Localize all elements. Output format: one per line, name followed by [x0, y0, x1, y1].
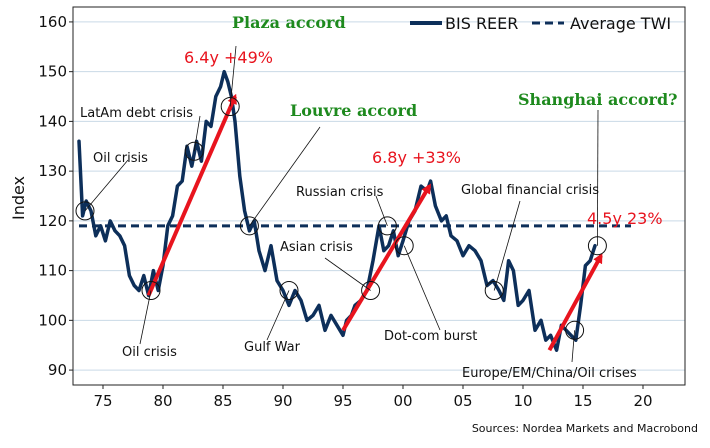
leader-line: [597, 109, 599, 246]
x-tick-label: 80: [153, 392, 172, 410]
x-tick-label: 95: [333, 392, 352, 410]
leader-line: [266, 290, 290, 341]
arrow-label-2: 6.8y +33%: [372, 148, 461, 167]
event-circle: [377, 216, 397, 236]
legend: BIS REER Average TWI: [410, 14, 671, 33]
leader-lines: [84, 45, 599, 363]
x-tick-label: 05: [453, 392, 472, 410]
oil-crisis-1-label: Oil crisis: [93, 151, 148, 166]
bis-reer-line: [77, 69, 597, 352]
bis-reer-series: [77, 69, 597, 352]
x-tick-label: 20: [633, 392, 652, 410]
event-circles: [75, 96, 607, 340]
plot-frame: [72, 6, 686, 386]
event-circle: [279, 281, 299, 300]
event-circle: [220, 96, 240, 116]
x-tick-label: 00: [393, 392, 412, 410]
event-circle: [484, 281, 504, 300]
y-tick-label: 90: [48, 361, 67, 379]
y-tick-label: 160: [38, 13, 67, 31]
x-tick-label: 90: [273, 392, 292, 410]
x-tick-label: 75: [93, 392, 112, 410]
event-circle: [361, 281, 381, 300]
leader-line: [193, 115, 201, 152]
russian-crisis-label: Russian crisis: [296, 185, 384, 200]
x-ticks: 75 80 85 90 95 00 05 10 15 20: [93, 385, 653, 410]
source-note: Sources: Nordea Markets and Macrobond: [472, 422, 698, 435]
global-financial-crisis-label: Global financial crisis: [461, 183, 599, 198]
latam-debt-crisis-label: LatAm debt crisis: [80, 106, 193, 121]
red-arrow-3: [547, 253, 603, 352]
leader-line: [571, 330, 575, 363]
y-tick-label: 110: [38, 262, 67, 280]
event-circle: [239, 216, 259, 236]
x-tick-label: 15: [573, 392, 592, 410]
louvre-accord-label: Louvre accord: [290, 101, 417, 120]
y-tick-label: 100: [38, 311, 67, 329]
leader-line: [249, 126, 321, 227]
leader-line: [84, 159, 129, 212]
shanghai-accord-label: Shanghai accord?: [518, 90, 678, 109]
event-circle: [394, 236, 414, 256]
red-arrow-2: [341, 183, 432, 332]
arrow-label-1: 6.4y +49%: [184, 48, 273, 67]
y-tick-label: 140: [38, 112, 67, 130]
leader-line: [139, 290, 152, 345]
y-axis-label: Index: [9, 176, 28, 220]
dot-com-burst-label: Dot-com burst: [384, 329, 477, 344]
event-circle: [141, 281, 161, 300]
event-circle: [75, 201, 95, 221]
x-tick-label: 85: [213, 392, 232, 410]
legend-twi-label: Average TWI: [570, 14, 671, 33]
arrow-label-3: 4.5y 23%: [587, 209, 663, 228]
leader-line: [493, 200, 521, 291]
event-circle: [565, 320, 585, 340]
oil-crisis-2-label: Oil crisis: [122, 345, 177, 360]
plaza-accord-label: Plaza accord: [232, 13, 346, 32]
y-tick-label: 150: [38, 63, 67, 81]
leader-line: [324, 257, 371, 291]
leader-line: [229, 45, 237, 107]
y-tick-label: 120: [38, 212, 67, 230]
event-circle: [184, 141, 204, 161]
europe-em-china-oil-crises-label: Europe/EM/China/Oil crises: [462, 366, 637, 381]
red-arrow-1: [146, 93, 237, 297]
leader-line: [403, 245, 441, 331]
x-tick-label: 10: [513, 392, 532, 410]
leader-line: [375, 195, 388, 226]
legend-reer-label: BIS REER: [445, 14, 518, 33]
gulf-war-label: Gulf War: [244, 340, 301, 355]
asian-crisis-label: Asian crisis: [280, 240, 353, 255]
y-ticks: 90 100 110 120 130 140 150 160: [38, 13, 73, 379]
arrows: [146, 93, 603, 352]
y-tick-label: 130: [38, 162, 67, 180]
